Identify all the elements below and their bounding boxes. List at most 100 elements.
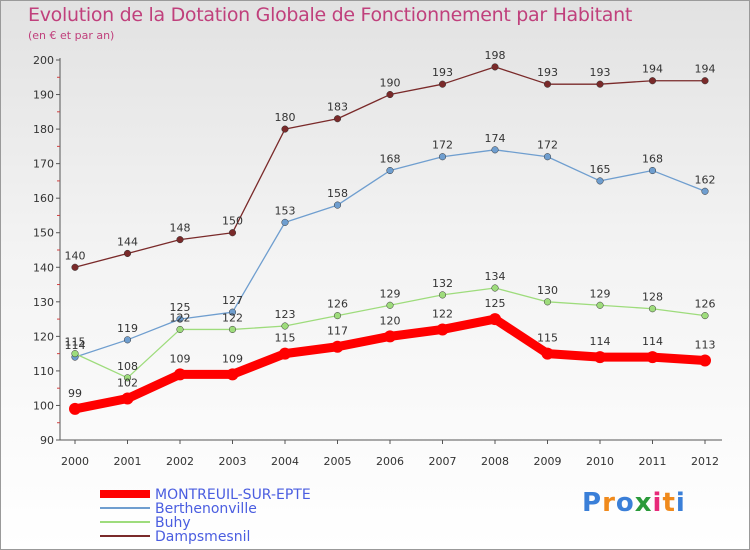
data-point (333, 201, 342, 209)
data-label: 129 (590, 287, 611, 300)
legend-label: MONTREUIL-SUR-EPTE (155, 487, 311, 503)
data-point (541, 347, 554, 360)
logo-letter: i (652, 488, 663, 518)
axes: 90 100 110 120 130 140 150 160 170 180 190 200 2000 2… (33, 54, 722, 468)
data-point (701, 312, 709, 320)
data-label: 193 (537, 66, 558, 79)
chart-title: Evolution de la Dotation Globale de Fonc… (28, 4, 633, 26)
y-tick-label: 100 (33, 399, 54, 412)
data-point (386, 301, 394, 309)
data-point (123, 249, 132, 258)
data-label: 153 (275, 204, 296, 217)
data-point (386, 90, 394, 99)
data-label: 172 (537, 139, 558, 152)
data-label: 99 (68, 387, 82, 400)
logo-letter: r (602, 488, 616, 518)
data-label: 148 (170, 222, 191, 235)
data-label: 109 (222, 352, 243, 365)
data-label: 150 (222, 215, 243, 228)
data-label: 172 (432, 139, 453, 152)
y-tick-label: 130 (33, 296, 54, 309)
data-point (594, 351, 606, 364)
data-point (648, 77, 657, 85)
y-tick-label: 110 (33, 365, 54, 378)
data-point (71, 350, 79, 358)
data-label: 126 (327, 298, 348, 311)
data-point (333, 115, 342, 123)
data-label: 115 (275, 332, 296, 345)
data-label: 168 (380, 153, 401, 166)
data-point (123, 336, 132, 344)
y-tick-label: 140 (33, 261, 54, 274)
data-point (121, 392, 134, 405)
y-tick-label: 150 (33, 227, 54, 240)
data-point (384, 330, 396, 343)
data-point (438, 291, 447, 299)
x-tick-label: 2003 (219, 455, 247, 468)
data-label: 144 (117, 235, 138, 248)
data-point (596, 301, 604, 309)
data-label: 117 (327, 325, 348, 338)
data-point (648, 305, 657, 313)
data-label: 158 (327, 187, 348, 200)
data-label: 119 (117, 322, 138, 335)
y-tick-label: 170 (33, 158, 54, 171)
data-label: 193 (432, 66, 453, 79)
y-tick-label: 120 (33, 330, 54, 343)
data-point (489, 313, 501, 326)
data-point (438, 153, 447, 161)
data-point (228, 308, 237, 316)
data-label: 193 (590, 66, 611, 79)
data-label: 162 (695, 173, 716, 186)
data-point (281, 125, 289, 133)
data-label: 128 (642, 291, 663, 304)
logo-letter: i (675, 488, 686, 518)
logo-letter: t (662, 488, 676, 518)
data-label: 109 (170, 352, 191, 365)
data-label: 122 (222, 311, 243, 324)
data-point (596, 80, 604, 88)
x-tick-label: 2007 (429, 455, 457, 468)
data-point (646, 351, 659, 364)
logo-letter: o (615, 488, 635, 518)
chart-subtitle: (en € et par an) (28, 29, 115, 42)
logo-letter: x (634, 488, 653, 518)
data-label: 113 (695, 339, 716, 352)
data-label: 190 (380, 77, 401, 90)
data-point (596, 177, 604, 185)
data-label: 130 (537, 284, 558, 297)
data-point (491, 63, 499, 71)
data-label: 180 (275, 111, 296, 124)
x-tick-label: 2004 (271, 455, 299, 468)
data-point (71, 263, 79, 271)
data-label: 114 (642, 335, 663, 348)
data-point (543, 80, 552, 88)
x-tick-label: 2000 (61, 455, 89, 468)
x-tick-label: 2002 (166, 455, 194, 468)
data-label: 125 (485, 297, 506, 310)
data-label: 140 (65, 249, 86, 262)
data-label: 129 (380, 287, 401, 300)
data-label: 198 (485, 49, 506, 62)
x-tick-label: 2008 (481, 455, 509, 468)
y-tick-label: 200 (33, 54, 54, 67)
logo-letter: P (582, 488, 603, 518)
data-label: 114 (65, 339, 86, 352)
data-point (386, 166, 394, 175)
data-point (123, 374, 132, 382)
x-tick-label: 2006 (376, 455, 404, 468)
data-label: 115 (537, 332, 558, 345)
data-point (333, 312, 342, 320)
data-point (331, 340, 344, 353)
data-label: 122 (170, 311, 191, 324)
x-tick-label: 2012 (691, 455, 719, 468)
x-tick-label: 2010 (586, 455, 614, 468)
x-tick-label: 2009 (534, 455, 562, 468)
data-label: 126 (695, 298, 716, 311)
data-label: 127 (222, 294, 243, 307)
data-point (436, 323, 449, 336)
data-point (176, 315, 184, 323)
